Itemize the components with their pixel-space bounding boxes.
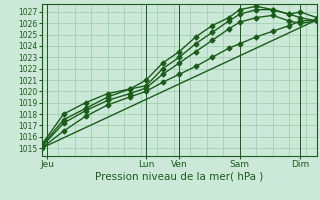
X-axis label: Pression niveau de la mer( hPa ): Pression niveau de la mer( hPa ) <box>95 172 263 182</box>
